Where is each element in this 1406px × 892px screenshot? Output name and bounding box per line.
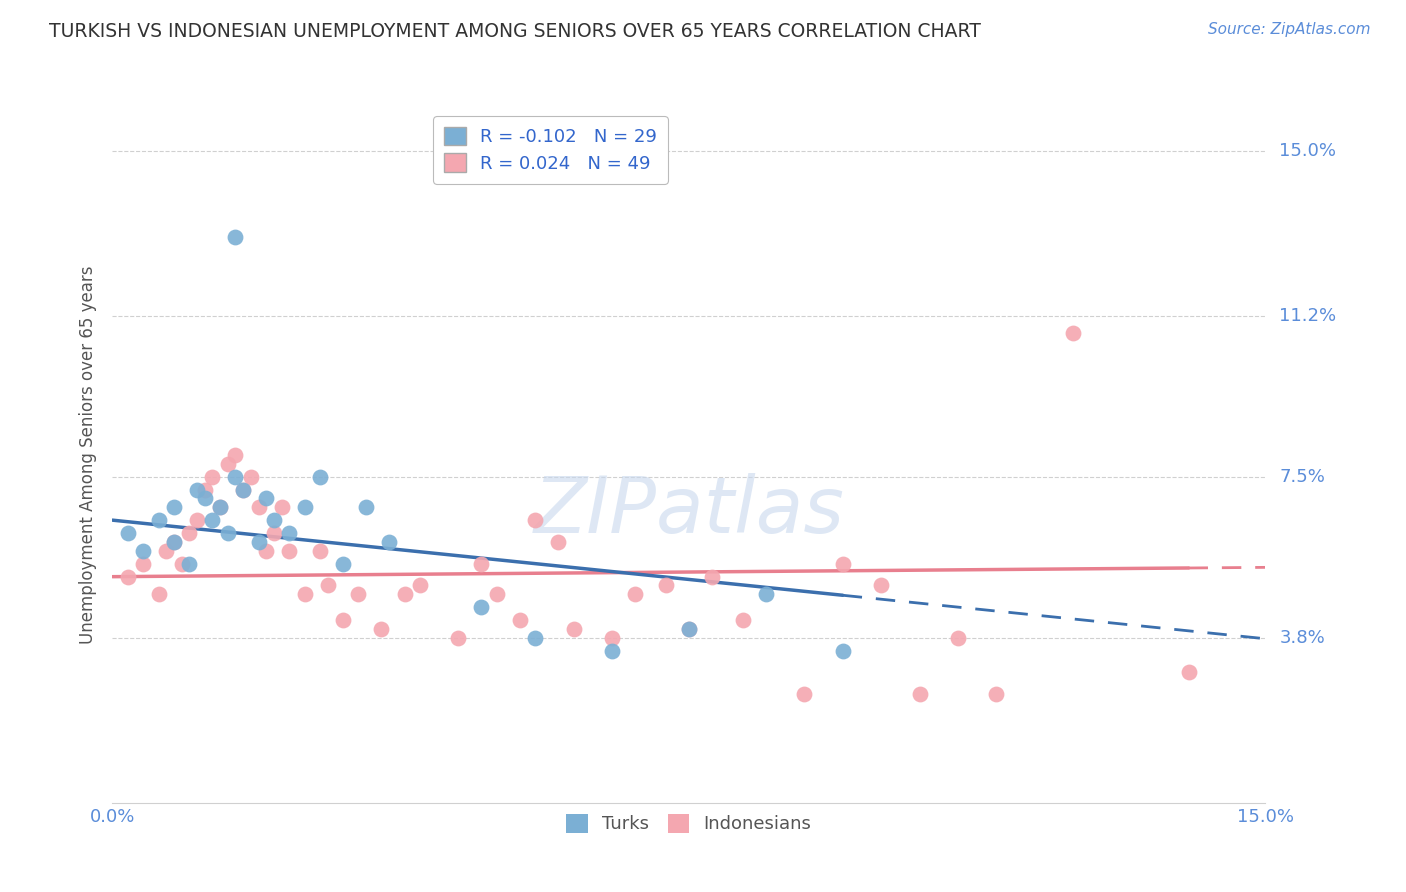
Point — [655, 578, 678, 592]
Point — [332, 613, 354, 627]
Point — [678, 622, 700, 636]
Point — [155, 543, 177, 558]
Point — [148, 513, 170, 527]
Point — [700, 570, 723, 584]
Point — [179, 557, 201, 571]
Point — [224, 448, 246, 462]
Point — [278, 543, 301, 558]
Point — [524, 513, 547, 527]
Point — [239, 469, 262, 483]
Point — [470, 600, 492, 615]
Point — [562, 622, 585, 636]
Point — [254, 491, 277, 506]
Point — [278, 526, 301, 541]
Point — [309, 543, 332, 558]
Point — [186, 483, 208, 497]
Point — [132, 557, 155, 571]
Point — [201, 513, 224, 527]
Text: 3.8%: 3.8% — [1279, 629, 1324, 647]
Point — [485, 587, 508, 601]
Point — [524, 631, 547, 645]
Point — [132, 543, 155, 558]
Point — [194, 491, 217, 506]
Point — [986, 687, 1008, 701]
Point — [793, 687, 815, 701]
Point — [870, 578, 893, 592]
Point — [509, 613, 531, 627]
Point — [217, 526, 239, 541]
Point — [163, 534, 186, 549]
Point — [148, 587, 170, 601]
Point — [946, 631, 969, 645]
Point — [217, 457, 239, 471]
Text: 15.0%: 15.0% — [1279, 142, 1336, 160]
Point — [831, 557, 853, 571]
Point — [263, 526, 285, 541]
Point — [201, 469, 224, 483]
Point — [254, 543, 277, 558]
Point — [294, 587, 316, 601]
Point — [731, 613, 754, 627]
Point — [232, 483, 254, 497]
Point — [547, 534, 569, 549]
Y-axis label: Unemployment Among Seniors over 65 years: Unemployment Among Seniors over 65 years — [79, 266, 97, 644]
Text: Source: ZipAtlas.com: Source: ZipAtlas.com — [1208, 22, 1371, 37]
Point — [678, 622, 700, 636]
Point — [209, 500, 232, 514]
Point — [232, 483, 254, 497]
Text: 11.2%: 11.2% — [1279, 307, 1336, 325]
Point — [209, 500, 232, 514]
Point — [409, 578, 432, 592]
Point — [194, 483, 217, 497]
Point — [332, 557, 354, 571]
Point — [470, 557, 492, 571]
Point — [755, 587, 778, 601]
Point — [186, 513, 208, 527]
Point — [447, 631, 470, 645]
Point — [224, 469, 246, 483]
Point — [316, 578, 339, 592]
Point — [247, 534, 270, 549]
Point — [394, 587, 416, 601]
Point — [1062, 326, 1084, 340]
Point — [163, 500, 186, 514]
Point — [624, 587, 647, 601]
Legend: Turks, Indonesians: Turks, Indonesians — [557, 805, 821, 842]
Point — [600, 631, 623, 645]
Point — [270, 500, 292, 514]
Point — [309, 469, 332, 483]
Point — [247, 500, 270, 514]
Text: ZIPatlas: ZIPatlas — [533, 473, 845, 549]
Point — [224, 230, 246, 244]
Point — [117, 526, 139, 541]
Point — [908, 687, 931, 701]
Point — [347, 587, 370, 601]
Text: 7.5%: 7.5% — [1279, 467, 1324, 485]
Point — [170, 557, 193, 571]
Point — [378, 534, 401, 549]
Point — [1177, 665, 1199, 680]
Point — [179, 526, 201, 541]
Point — [831, 643, 853, 657]
Point — [370, 622, 392, 636]
Point — [117, 570, 139, 584]
Point — [263, 513, 285, 527]
Point — [163, 534, 186, 549]
Text: TURKISH VS INDONESIAN UNEMPLOYMENT AMONG SENIORS OVER 65 YEARS CORRELATION CHART: TURKISH VS INDONESIAN UNEMPLOYMENT AMONG… — [49, 22, 981, 41]
Point — [354, 500, 377, 514]
Point — [294, 500, 316, 514]
Point — [600, 643, 623, 657]
